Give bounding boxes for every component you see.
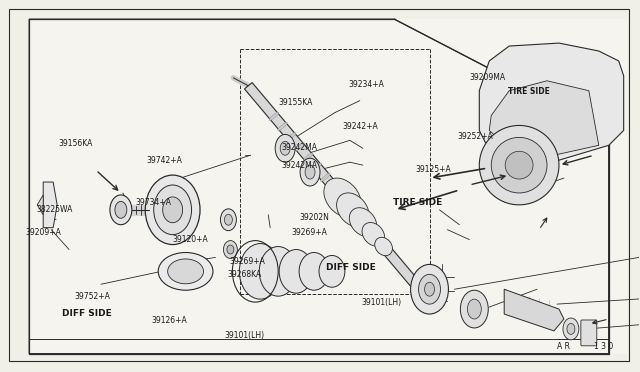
- Ellipse shape: [275, 134, 295, 162]
- Ellipse shape: [419, 274, 440, 304]
- Text: 39269+A: 39269+A: [230, 257, 266, 266]
- Ellipse shape: [355, 214, 364, 222]
- Circle shape: [479, 125, 559, 205]
- Ellipse shape: [287, 133, 296, 141]
- Polygon shape: [37, 195, 44, 215]
- Ellipse shape: [278, 122, 287, 131]
- Polygon shape: [479, 43, 623, 160]
- Ellipse shape: [300, 158, 320, 186]
- Text: 1 3 0: 1 3 0: [594, 342, 613, 351]
- FancyBboxPatch shape: [581, 320, 596, 346]
- Text: TIRE SIDE: TIRE SIDE: [394, 198, 442, 207]
- Text: TIRE SIDE: TIRE SIDE: [508, 87, 550, 96]
- Ellipse shape: [154, 185, 191, 235]
- Text: 39242+A: 39242+A: [342, 122, 378, 131]
- Text: 39242MA: 39242MA: [282, 143, 318, 152]
- Ellipse shape: [110, 195, 132, 225]
- Text: 38225WA: 38225WA: [36, 205, 73, 215]
- Ellipse shape: [145, 175, 200, 244]
- Text: 39268KA: 39268KA: [228, 270, 262, 279]
- Polygon shape: [29, 19, 609, 354]
- Ellipse shape: [295, 143, 305, 151]
- Ellipse shape: [158, 253, 213, 290]
- Text: 39101(LH): 39101(LH): [362, 298, 401, 307]
- Ellipse shape: [460, 290, 488, 328]
- Ellipse shape: [312, 163, 321, 171]
- Ellipse shape: [324, 178, 361, 217]
- Text: 39252+A: 39252+A: [457, 132, 493, 141]
- Text: 39209+A: 39209+A: [26, 228, 61, 237]
- Ellipse shape: [319, 256, 345, 287]
- Text: 39742+A: 39742+A: [147, 155, 182, 165]
- Ellipse shape: [220, 209, 236, 231]
- Text: A R: A R: [557, 342, 570, 351]
- Ellipse shape: [567, 324, 575, 334]
- Ellipse shape: [168, 259, 204, 284]
- Text: 39202N: 39202N: [300, 213, 330, 222]
- Text: 39234+A: 39234+A: [349, 80, 385, 89]
- Ellipse shape: [259, 247, 297, 296]
- Ellipse shape: [269, 112, 278, 120]
- Polygon shape: [504, 289, 564, 331]
- Text: DIFF SIDE: DIFF SIDE: [62, 309, 111, 318]
- Polygon shape: [44, 182, 57, 228]
- Text: 39125+A: 39125+A: [415, 165, 451, 174]
- Ellipse shape: [349, 208, 377, 237]
- Ellipse shape: [346, 204, 356, 212]
- Ellipse shape: [381, 244, 390, 253]
- Ellipse shape: [338, 194, 347, 202]
- Ellipse shape: [563, 318, 579, 340]
- Ellipse shape: [321, 173, 330, 181]
- Text: 39101(LH): 39101(LH): [225, 331, 264, 340]
- Ellipse shape: [424, 282, 435, 296]
- Ellipse shape: [375, 237, 392, 256]
- Polygon shape: [489, 81, 599, 155]
- Ellipse shape: [337, 193, 369, 227]
- Ellipse shape: [223, 241, 237, 259]
- Ellipse shape: [163, 197, 182, 223]
- Ellipse shape: [239, 244, 281, 299]
- Ellipse shape: [329, 183, 339, 192]
- Text: 39120+A: 39120+A: [172, 235, 208, 244]
- Polygon shape: [395, 19, 627, 354]
- Text: 39242MA: 39242MA: [282, 161, 318, 170]
- Ellipse shape: [411, 264, 449, 314]
- Ellipse shape: [467, 299, 481, 319]
- Ellipse shape: [279, 250, 313, 293]
- Text: 39269+A: 39269+A: [291, 228, 327, 237]
- Ellipse shape: [225, 214, 232, 225]
- Text: 39734+A: 39734+A: [135, 198, 172, 207]
- Text: 39156KA: 39156KA: [59, 139, 93, 148]
- Circle shape: [492, 137, 547, 193]
- Text: DIFF SIDE: DIFF SIDE: [326, 263, 376, 272]
- Text: 39209MA: 39209MA: [470, 73, 506, 81]
- Ellipse shape: [115, 201, 127, 218]
- Circle shape: [505, 151, 533, 179]
- Ellipse shape: [362, 222, 385, 246]
- Ellipse shape: [364, 224, 373, 232]
- Ellipse shape: [280, 141, 290, 155]
- Ellipse shape: [303, 153, 313, 161]
- Text: 39126+A: 39126+A: [151, 316, 187, 325]
- Text: 39155KA: 39155KA: [278, 99, 313, 108]
- Ellipse shape: [305, 165, 315, 179]
- Polygon shape: [244, 83, 424, 292]
- Ellipse shape: [299, 253, 329, 290]
- Text: 39752+A: 39752+A: [75, 292, 111, 301]
- Ellipse shape: [227, 245, 234, 254]
- Ellipse shape: [372, 234, 381, 242]
